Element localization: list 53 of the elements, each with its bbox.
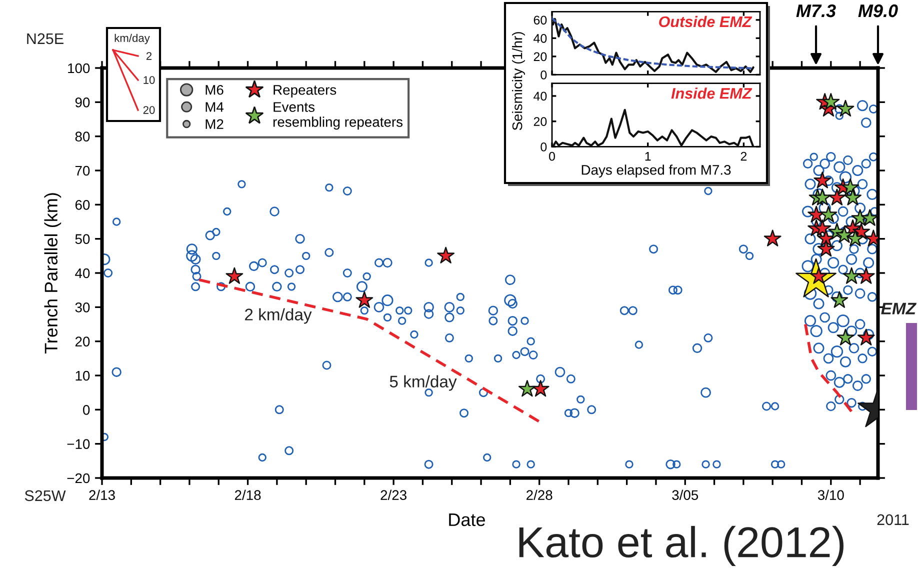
text: S25W xyxy=(24,490,66,502)
x-axis-title: Days elapsed from M7.3 xyxy=(582,164,731,178)
x-tick-label: 2/28 xyxy=(526,490,552,500)
y-tick-label: 60 xyxy=(75,200,90,210)
y-tick-label: 60 xyxy=(534,16,547,25)
x-tick-label: 3/10 xyxy=(818,490,844,500)
y-tick-label: −20 xyxy=(67,473,90,484)
x-tick-label: 2/18 xyxy=(234,490,261,500)
annotation: 2 km/day xyxy=(245,308,312,324)
x-tick-label: 3/05 xyxy=(672,490,698,500)
y-axis-title: Seismicity (1/hr) xyxy=(512,32,525,130)
legend-label: M2 xyxy=(206,119,224,129)
y-tick-label: 0 xyxy=(83,405,90,415)
y-tick-label: 70 xyxy=(75,166,90,176)
y-tick-label: 40 xyxy=(534,92,547,101)
text: 2 xyxy=(146,52,152,60)
text: 2011 xyxy=(877,514,909,526)
x-tick-label: 1 xyxy=(645,152,651,161)
y-tick-label: −10 xyxy=(67,439,90,450)
annotation: 5 km/day xyxy=(390,375,457,391)
y-tick-label: 40 xyxy=(75,268,90,278)
y-tick-label: 40 xyxy=(534,34,547,43)
text: km/day xyxy=(114,34,150,44)
text: Kato et al. (2012) xyxy=(519,526,844,566)
x-tick-label: 2/13 xyxy=(89,490,115,500)
x-tick-label: 0 xyxy=(549,152,555,161)
y-axis-title: Trench Parallel (km) xyxy=(44,193,62,354)
y-tick-label: 30 xyxy=(75,302,90,312)
text: N25E xyxy=(27,33,64,44)
y-tick-label: 80 xyxy=(75,132,90,142)
y-tick-label: 20 xyxy=(534,52,547,62)
text: M9.0 xyxy=(858,4,898,18)
y-tick-label: 100 xyxy=(68,63,90,74)
text: M7.3 xyxy=(796,4,836,18)
y-tick-label: 10 xyxy=(76,370,90,381)
y-tick-label: 0 xyxy=(540,70,547,80)
y-tick-label: 20 xyxy=(534,117,547,126)
annotation: 20 xyxy=(143,106,155,114)
x-tick-label: 2 xyxy=(740,152,747,161)
legend-label: M6 xyxy=(206,84,224,95)
legend-label: Events resembling repeaters xyxy=(273,102,403,130)
annotation: Inside EMZ xyxy=(671,88,752,99)
y-tick-label: 0 xyxy=(540,142,547,152)
y-tick-label: 20 xyxy=(75,336,90,347)
annotation: 10 xyxy=(144,76,155,84)
x-tick-label: 2/23 xyxy=(380,490,406,500)
y-tick-label: 90 xyxy=(75,98,90,108)
legend-label: M4 xyxy=(206,102,224,112)
legend-label: Repeaters xyxy=(274,85,336,98)
annotation: Outside EMZ xyxy=(659,16,752,28)
x-axis-title: Date xyxy=(449,514,485,526)
y-tick-label: 50 xyxy=(75,234,90,244)
text: EMZ xyxy=(881,302,917,314)
